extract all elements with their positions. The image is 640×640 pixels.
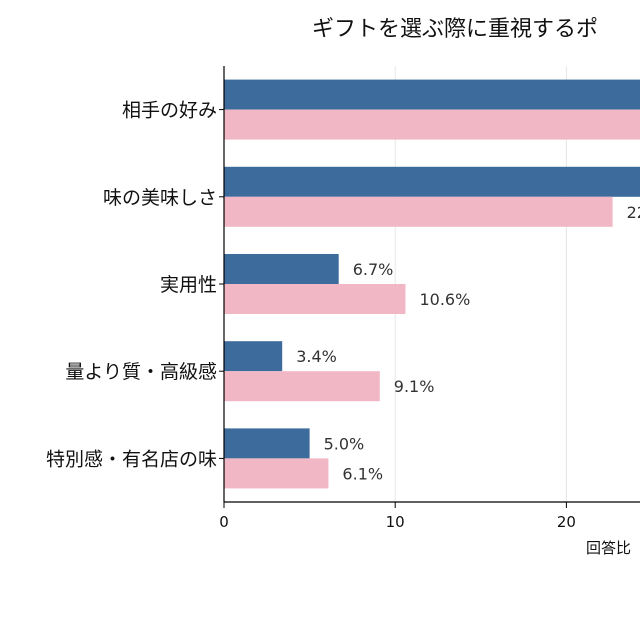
- data-label: 6.1%: [342, 464, 383, 483]
- category-label: 量より質・高級感: [65, 361, 217, 383]
- bar: [224, 109, 640, 140]
- category-label: 特別感・有名店の味: [46, 448, 217, 470]
- bar: [224, 371, 380, 402]
- category-label: 相手の好み: [122, 100, 217, 122]
- data-label: 3.4%: [296, 347, 337, 366]
- x-tick-label: 20: [557, 513, 576, 531]
- bar: [224, 284, 406, 314]
- data-label: 10.6%: [419, 290, 470, 309]
- chart-title: ギフトを選ぶ際に重視するポ: [312, 17, 598, 42]
- bar: [224, 428, 310, 459]
- category-label: 味の美味しさ: [103, 187, 217, 209]
- bar: [224, 254, 339, 284]
- data-label: 6.7%: [353, 260, 394, 279]
- data-label: 5.0%: [324, 434, 365, 453]
- bar: [224, 79, 640, 110]
- bar: [224, 196, 613, 227]
- bar: [224, 458, 329, 489]
- x-axis-label: 回答比: [586, 539, 631, 557]
- x-tick-label: 10: [386, 513, 405, 531]
- bar: [224, 341, 283, 372]
- bar: [224, 166, 640, 197]
- x-tick-label: 0: [219, 513, 229, 531]
- bars: 22 6.7% 10.6% 3.4% 9.1% 5.0% 6.1%: [224, 79, 640, 489]
- data-label: 9.1%: [394, 377, 435, 396]
- category-label: 実用性: [160, 274, 217, 296]
- data-label: 22: [627, 203, 640, 222]
